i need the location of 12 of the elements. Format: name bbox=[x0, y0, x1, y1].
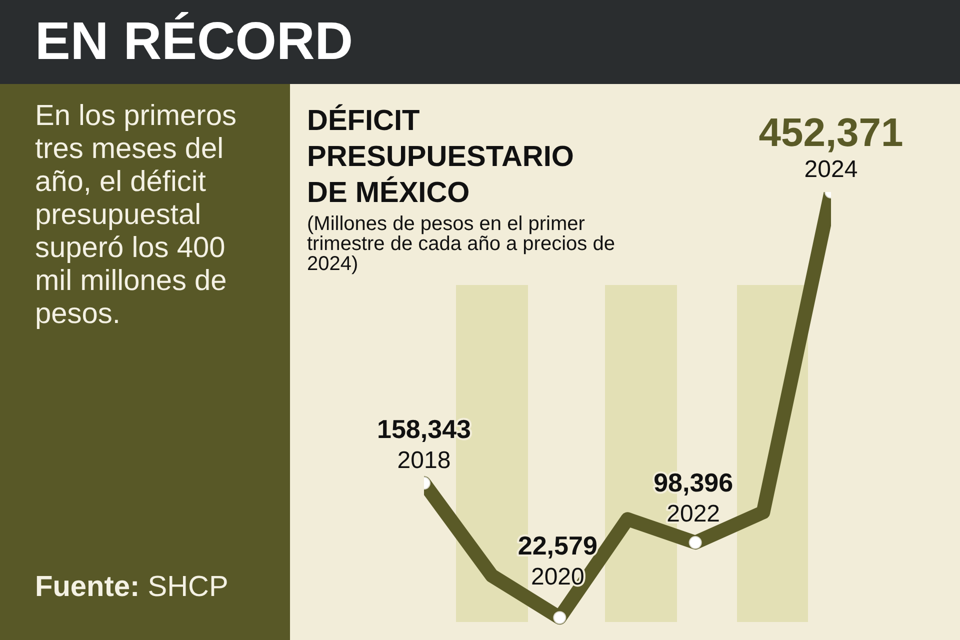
source-note: Fuente: SHCP bbox=[35, 571, 228, 603]
text: En los primeros tres meses del año, el déficit presupuestal superó los 400 mil millones de pesos. bbox=[35, 100, 236, 330]
data-label: 452,371 bbox=[758, 111, 904, 155]
data-label: 22,579 bbox=[518, 530, 598, 561]
x-tick-label: 2018 bbox=[397, 447, 451, 474]
x-tick-label: 2024 bbox=[804, 156, 858, 183]
data-label: 158,343 bbox=[377, 414, 471, 444]
chart-title: EN RÉCORD bbox=[35, 12, 354, 71]
annotation: (Millones de pesos en el primer trimestre de cada año a precios de 2024) bbox=[307, 213, 615, 275]
chart-subtitle: DÉFICIT PRESUPUESTARIO DE MÉXICO bbox=[307, 105, 574, 209]
data-label: 98,396 bbox=[654, 468, 734, 498]
x-tick-label: 2022 bbox=[666, 500, 720, 528]
